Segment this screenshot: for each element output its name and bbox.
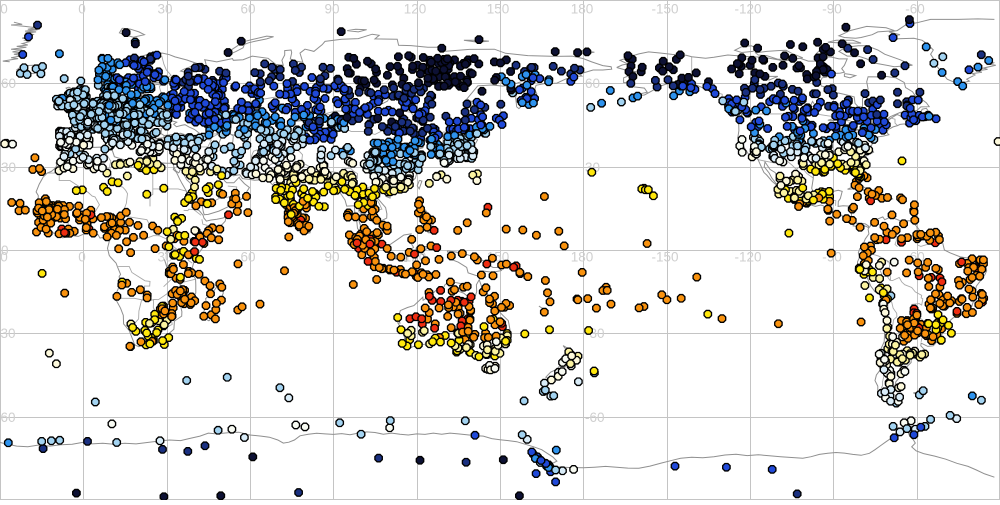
svg-text:150: 150	[487, 2, 510, 17]
svg-text:0: 0	[1, 243, 9, 258]
svg-text:-90: -90	[822, 2, 842, 17]
svg-text:-30: -30	[0, 250, 8, 265]
svg-text:180: 180	[571, 2, 594, 17]
svg-text:0: 0	[78, 250, 86, 265]
svg-text:-30: -30	[0, 326, 16, 341]
svg-text:-30: -30	[0, 2, 8, 17]
svg-text:-60: -60	[905, 2, 925, 17]
svg-text:30: 30	[157, 250, 172, 265]
svg-text:60: 60	[585, 76, 600, 91]
svg-text:90: 90	[324, 250, 339, 265]
svg-text:180: 180	[571, 250, 594, 265]
svg-text:-120: -120	[734, 2, 761, 17]
svg-text:30: 30	[157, 2, 172, 17]
svg-text:60: 60	[240, 250, 255, 265]
svg-text:30: 30	[1, 160, 16, 175]
svg-text:-120: -120	[734, 250, 761, 265]
svg-text:120: 120	[404, 2, 427, 17]
svg-text:60: 60	[1, 76, 16, 91]
svg-text:-150: -150	[651, 2, 678, 17]
svg-text:-60: -60	[585, 410, 605, 425]
svg-text:90: 90	[324, 2, 339, 17]
svg-text:60: 60	[240, 2, 255, 17]
svg-text:-150: -150	[651, 250, 678, 265]
svg-text:-60: -60	[0, 410, 16, 425]
svg-text:0: 0	[78, 2, 86, 17]
